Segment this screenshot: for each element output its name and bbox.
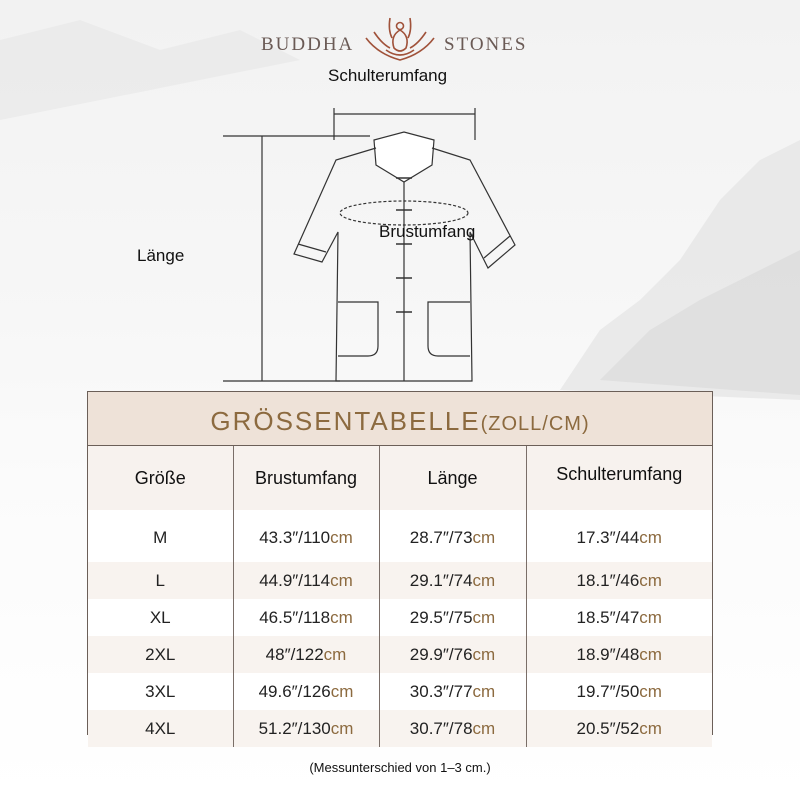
size-table: Größe Brustumfang Länge Schulterumfang M… [88, 446, 712, 747]
measure-unit: cm [639, 528, 662, 547]
measure-cell: 46.5″/118cm [232, 599, 379, 636]
size-cell: M [153, 528, 168, 547]
measure-value: 44.9″/114 [259, 570, 331, 590]
lotus-logo-icon [365, 17, 435, 61]
table-row: 2XL 48″/122cm 29.9″/76cm 18.9″/48cm [88, 636, 712, 673]
header-shoulder: Schulterumfang [525, 446, 712, 510]
size-cell: L [88, 562, 233, 599]
header-length: Länge [378, 446, 526, 510]
measure-unit: cm [639, 607, 662, 627]
title-unit: (ZOLL/CM) [480, 413, 590, 435]
measure-value: 51.2″/130 [258, 718, 331, 738]
header-row: Größe Brustumfang Länge Schulterumfang [88, 446, 712, 510]
measure-value: 30.7″/78 [409, 718, 473, 738]
measure-cell: 44.9″/114cm [232, 562, 379, 599]
measure-cell: 30.7″/78cm [378, 710, 526, 747]
measure-cell: 49.6″/126cm [232, 673, 379, 710]
brand-right: STONES [444, 34, 528, 55]
size-chart: GRÖSSENTABELLE(ZOLL/CM) Größe Brustumfan… [87, 391, 713, 747]
measurement-note: (Messunterschied von 1–3 cm.) [309, 760, 491, 775]
measure-cell: 18.9″/48cm [525, 636, 712, 673]
size-cell: 3XL [145, 681, 176, 701]
table-row: L 44.9″/114cm 29.1″/74cm 18.1″/46cm [88, 562, 712, 599]
title-text: GRÖSSENTABELLE [210, 406, 481, 436]
measure-unit: cm [330, 607, 353, 627]
measure-unit: cm [472, 528, 496, 547]
size-cell: XL [149, 607, 171, 627]
measure-value: 30.3″/77 [409, 681, 473, 701]
measure-value: 29.9″/76 [409, 644, 473, 664]
measure-cell: 19.7″/50cm [525, 673, 712, 710]
length-label: Länge [137, 246, 185, 265]
measure-cell: 18.5″/47cm [525, 599, 712, 636]
measure-cell: 20.5″/52cm [525, 710, 712, 747]
table-row: 3XL 49.6″/126cm 30.3″/77cm 19.7″/50cm [88, 673, 712, 710]
measure-value: 29.1″/74 [409, 570, 473, 590]
measure-value: 49.6″/126 [258, 681, 331, 701]
size-chart-title: GRÖSSENTABELLE(ZOLL/CM) [88, 392, 712, 446]
measure-unit: cm [330, 528, 353, 547]
header-size: Größe [88, 446, 233, 510]
measure-unit: cm [472, 681, 496, 701]
measure-cell: 29.9″/76cm [378, 636, 526, 673]
measure-value: 48″/122 [265, 644, 324, 664]
measure-cell: 18.1″/46cm [525, 562, 712, 599]
measure-unit: cm [639, 681, 662, 701]
measure-unit: cm [330, 718, 354, 738]
mountain-background [0, 20, 800, 400]
measure-unit: cm [639, 570, 662, 590]
measure-value: 29.5″/75 [409, 607, 473, 627]
measure-value: 43.3″/110 [259, 528, 331, 547]
table-row: 4XL 51.2″/130cm 30.7″/78cm 20.5″/52cm [88, 710, 712, 747]
measure-value: 20.5″/52 [576, 718, 640, 738]
table-row: M 43.3″/110cm 28.7″/73cm 17.3″/44cm [88, 510, 712, 562]
measure-unit: cm [472, 644, 496, 664]
measure-unit: cm [639, 718, 662, 738]
shirt-diagram [223, 108, 516, 382]
measure-unit: cm [472, 570, 496, 590]
measure-value: 18.1″/46 [576, 570, 640, 590]
measure-value: 18.5″/47 [576, 607, 640, 627]
size-cell: 4XL [88, 710, 233, 747]
table-row: XL 46.5″/118cm 29.5″/75cm 18.5″/47cm [88, 599, 712, 636]
measure-value: 18.9″/48 [576, 644, 640, 664]
measure-cell: 29.1″/74cm [378, 562, 526, 599]
measure-value: 19.7″/50 [576, 681, 640, 701]
shoulder-label: Schulterumfang [328, 66, 448, 85]
measure-value: 28.7″/73 [409, 528, 473, 547]
measure-unit: cm [323, 644, 347, 664]
header-chest: Brustumfang [232, 446, 379, 510]
measure-cell: 51.2″/130cm [232, 710, 379, 747]
measure-cell: 48″/122cm [232, 636, 379, 673]
measure-unit: cm [472, 607, 496, 627]
measure-cell: 17.3″/44cm [525, 510, 712, 562]
measure-unit: cm [639, 644, 662, 664]
measure-unit: cm [330, 570, 353, 590]
size-cell: 2XL [88, 636, 233, 673]
measure-cell: 28.7″/73cm [378, 510, 526, 562]
measure-unit: cm [472, 718, 496, 738]
chest-label: Brustumfang [379, 222, 476, 241]
measure-cell: 30.3″/77cm [378, 673, 526, 710]
measure-cell: 43.3″/110cm [232, 510, 379, 562]
measure-value: 46.5″/118 [259, 607, 331, 627]
brand-left: BUDDHA [261, 34, 355, 55]
measure-unit: cm [330, 681, 354, 701]
measure-value: 17.3″/44 [576, 528, 640, 547]
measure-cell: 29.5″/75cm [378, 599, 526, 636]
